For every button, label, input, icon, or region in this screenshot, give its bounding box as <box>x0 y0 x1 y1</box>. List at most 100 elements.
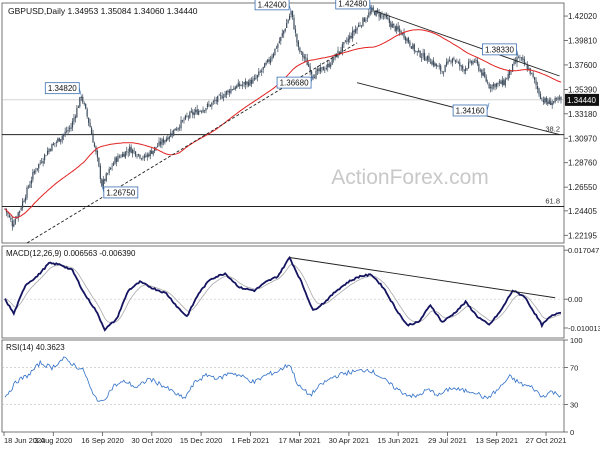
candle-body <box>330 64 332 67</box>
price-label-text: 1.26750 <box>106 188 135 197</box>
candle-body <box>538 88 540 95</box>
candle-body <box>139 154 141 158</box>
macd-tick-label: -0.010013 <box>568 324 600 333</box>
candle-body <box>161 139 163 145</box>
candle-body <box>311 71 313 75</box>
candle-body <box>555 98 558 100</box>
candle-body <box>208 104 210 106</box>
candle-body <box>557 97 559 100</box>
x-tick-label: 18 Jun 2020 <box>4 436 45 445</box>
candle-body <box>453 58 455 60</box>
candle-body <box>186 116 188 117</box>
candle-body <box>258 71 260 76</box>
candle-body <box>338 51 341 53</box>
last-price-label: 1.34440 <box>567 96 596 105</box>
candle-body <box>132 149 134 154</box>
candle-body <box>529 68 531 74</box>
candle-body <box>244 81 247 86</box>
price-tick-label: 1.28760 <box>568 159 597 168</box>
candle-body <box>19 210 21 213</box>
price-label-box <box>335 0 371 10</box>
candle-body <box>61 136 63 140</box>
candle-body <box>262 66 264 70</box>
candle-body <box>451 58 454 63</box>
rsi-line <box>4 356 562 402</box>
candle-body <box>74 116 77 119</box>
candle-body <box>152 150 154 155</box>
candle-body <box>158 141 160 146</box>
candle-body <box>203 110 206 111</box>
candle-body <box>349 35 351 40</box>
candle-body <box>240 85 242 86</box>
candle-body <box>120 156 122 158</box>
candle-body <box>218 94 220 96</box>
candle-body <box>243 82 245 85</box>
candle-body <box>155 146 157 148</box>
candle-body <box>333 58 335 60</box>
candle-body <box>327 63 329 68</box>
candle-body <box>359 25 361 27</box>
candle-body <box>145 155 147 157</box>
candle-body <box>256 75 258 78</box>
candle-body <box>105 173 107 181</box>
candle-body <box>67 129 69 132</box>
candle-body <box>406 38 408 42</box>
candle-body <box>259 71 261 73</box>
candle-body <box>127 152 129 153</box>
candle-body <box>391 24 393 28</box>
candle-body <box>404 37 407 41</box>
candle-body <box>54 143 56 144</box>
candle-body <box>76 107 78 118</box>
candle-body <box>377 10 379 12</box>
candle-body <box>51 144 53 152</box>
candle-body <box>381 14 383 16</box>
candle-body <box>520 57 522 59</box>
candle-body <box>224 93 226 98</box>
candle-body <box>503 80 505 85</box>
candle-body <box>340 50 342 52</box>
candle-body <box>445 62 448 66</box>
candle-body <box>24 197 27 201</box>
candle-body <box>481 69 483 76</box>
candle-body <box>374 11 376 16</box>
x-tick-label: 30 Oct 2020 <box>131 436 172 445</box>
candle-body <box>407 37 410 43</box>
candle-body <box>476 60 478 64</box>
candle-body <box>528 68 530 70</box>
x-tick-label: 29 Jul 2021 <box>428 436 467 445</box>
price-label-text: 1.42480 <box>338 0 367 8</box>
rsi-label: RSI(14) 40.3623 <box>6 343 65 352</box>
candle-body <box>124 151 126 158</box>
x-tick-label: 15 Jun 2021 <box>378 436 419 445</box>
candle-body <box>88 117 90 123</box>
candle-body <box>387 17 389 20</box>
candle-body <box>83 102 85 104</box>
candle-body <box>290 10 292 15</box>
fib-level-label: 38.2 <box>545 125 560 134</box>
candle-body <box>92 133 94 143</box>
candle-body <box>71 121 74 128</box>
candle-body <box>491 84 493 90</box>
candle-body <box>441 71 443 73</box>
macd-line <box>4 255 562 332</box>
candle-body <box>444 65 446 73</box>
candle-body <box>130 147 132 154</box>
fib-level-label: 61.8 <box>545 197 560 206</box>
candle-body <box>368 12 370 18</box>
candle-body <box>112 163 115 166</box>
candle-body <box>542 100 544 103</box>
candle-body <box>111 166 113 167</box>
candle-body <box>284 28 286 31</box>
candle-body <box>101 179 103 187</box>
candle-body <box>286 23 288 28</box>
candle-body <box>165 138 167 142</box>
price-label-text: 1.42400 <box>258 0 287 9</box>
candle-body <box>509 69 511 75</box>
candle-body <box>422 52 424 57</box>
candle-body <box>27 186 30 188</box>
candle-body <box>35 170 37 172</box>
candle-body <box>494 83 496 88</box>
watermark-text: ActionForex.com <box>331 166 489 189</box>
